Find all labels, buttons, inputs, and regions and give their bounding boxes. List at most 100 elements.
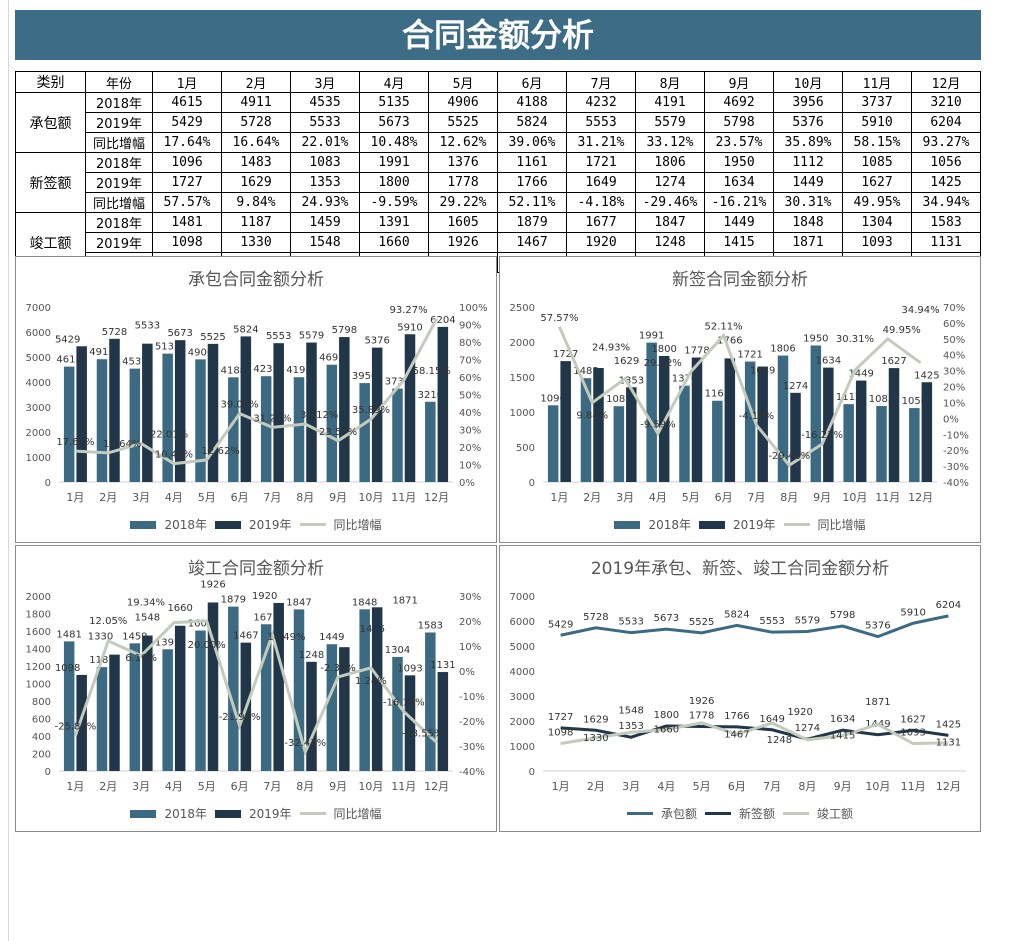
value-cell[interactable]: 1085 [842, 152, 912, 173]
value-cell[interactable]: 4188 [497, 92, 567, 113]
value-cell[interactable]: 3210 [911, 92, 981, 113]
value-cell[interactable]: 1098 [152, 232, 222, 253]
value-cell[interactable]: 5429 [152, 112, 222, 133]
value-cell[interactable]: 1991 [359, 152, 429, 173]
value-cell[interactable]: 35.89% [773, 132, 843, 153]
value-cell[interactable]: 57.57% [152, 192, 222, 213]
chart-panel-completed[interactable]: 竣工合同金额分析 0 200 400 600 800 1000 1200 1400 1600 180… [15, 545, 497, 832]
value-cell[interactable]: 1627 [842, 172, 912, 193]
value-cell[interactable]: 1848 [773, 212, 843, 233]
value-cell[interactable]: 1583 [911, 212, 981, 233]
value-cell[interactable]: 12.62% [428, 132, 498, 153]
value-cell[interactable]: 1660 [359, 232, 429, 253]
value-cell[interactable]: 1096 [152, 152, 222, 173]
value-cell[interactable]: 1483 [221, 152, 291, 173]
value-cell[interactable]: 58.15% [842, 132, 912, 153]
value-cell[interactable]: 3737 [842, 92, 912, 113]
value-cell[interactable]: 1926 [428, 232, 498, 253]
value-cell[interactable]: 1481 [152, 212, 222, 233]
value-cell[interactable]: 1649 [566, 172, 636, 193]
value-cell[interactable]: 31.21% [566, 132, 636, 153]
value-cell[interactable]: 1800 [359, 172, 429, 193]
value-cell[interactable]: 4906 [428, 92, 498, 113]
value-cell[interactable]: 1634 [704, 172, 774, 193]
value-cell[interactable]: 49.95% [842, 192, 912, 213]
value-cell[interactable]: 33.12% [635, 132, 705, 153]
value-cell[interactable]: 1449 [704, 212, 774, 233]
value-cell[interactable]: 1721 [566, 152, 636, 173]
value-cell[interactable]: 10.48% [359, 132, 429, 153]
value-cell[interactable]: -4.18% [566, 192, 636, 213]
value-cell[interactable]: 1112 [773, 152, 843, 173]
value-cell[interactable]: 1425 [911, 172, 981, 193]
chart-panel-contract[interactable]: 承包合同金额分析 0 1000 2000 3000 4000 5000 6000 7000 0% 1… [15, 256, 497, 543]
value-cell[interactable]: -9.59% [359, 192, 429, 213]
value-cell[interactable]: 1677 [566, 212, 636, 233]
value-cell[interactable]: 3956 [773, 92, 843, 113]
value-cell[interactable]: 1459 [290, 212, 360, 233]
value-cell[interactable]: 9.84% [221, 192, 291, 213]
value-cell[interactable]: 1806 [635, 152, 705, 173]
value-cell[interactable]: 4232 [566, 92, 636, 113]
value-cell[interactable]: 1605 [428, 212, 498, 233]
value-cell[interactable]: -29.46% [635, 192, 705, 213]
value-cell[interactable]: 5910 [842, 112, 912, 133]
value-cell[interactable]: 93.27% [911, 132, 981, 153]
value-cell[interactable]: 1083 [290, 152, 360, 173]
value-cell[interactable]: 1629 [221, 172, 291, 193]
value-cell[interactable]: 16.64% [221, 132, 291, 153]
value-cell[interactable]: 6204 [911, 112, 981, 133]
value-cell[interactable]: 1274 [635, 172, 705, 193]
value-cell[interactable]: 1449 [773, 172, 843, 193]
value-cell[interactable]: 39.06% [497, 132, 567, 153]
value-cell[interactable]: 5824 [497, 112, 567, 133]
value-cell[interactable]: 34.94% [911, 192, 981, 213]
value-cell[interactable]: 1248 [635, 232, 705, 253]
value-cell[interactable]: 1093 [842, 232, 912, 253]
value-cell[interactable]: 1161 [497, 152, 567, 173]
value-cell[interactable]: 1304 [842, 212, 912, 233]
value-cell[interactable]: 1727 [152, 172, 222, 193]
chart-panel-2019-comparison[interactable]: 2019年承包、新签、竣工合同金额分析 0 1000 2000 3000 4000 5000… [499, 545, 981, 832]
value-cell[interactable]: 5673 [359, 112, 429, 133]
value-cell[interactable]: 1353 [290, 172, 360, 193]
value-cell[interactable]: 1391 [359, 212, 429, 233]
value-cell[interactable]: 1056 [911, 152, 981, 173]
value-cell[interactable]: 5376 [773, 112, 843, 133]
value-cell[interactable]: 5728 [221, 112, 291, 133]
value-cell[interactable]: 17.64% [152, 132, 222, 153]
value-cell[interactable]: 1330 [221, 232, 291, 253]
value-cell[interactable]: 1871 [773, 232, 843, 253]
value-cell[interactable]: 30.31% [773, 192, 843, 213]
value-cell[interactable]: 1467 [497, 232, 567, 253]
value-cell[interactable]: 1187 [221, 212, 291, 233]
value-cell[interactable]: 5525 [428, 112, 498, 133]
value-cell[interactable]: 1376 [428, 152, 498, 173]
value-cell[interactable]: 1548 [290, 232, 360, 253]
value-cell[interactable]: 52.11% [497, 192, 567, 213]
value-cell[interactable]: 22.01% [290, 132, 360, 153]
value-cell[interactable]: 4692 [704, 92, 774, 113]
value-cell[interactable]: 5579 [635, 112, 705, 133]
value-cell[interactable]: 1415 [704, 232, 774, 253]
value-cell[interactable]: 1847 [635, 212, 705, 233]
value-cell[interactable]: 5798 [704, 112, 774, 133]
value-cell[interactable]: 1950 [704, 152, 774, 173]
value-cell[interactable]: 1920 [566, 232, 636, 253]
value-cell[interactable]: -16.21% [704, 192, 774, 213]
value-cell[interactable]: 1131 [911, 232, 981, 253]
value-cell[interactable]: 4535 [290, 92, 360, 113]
value-cell[interactable]: 1766 [497, 172, 567, 193]
value-cell[interactable]: 1778 [428, 172, 498, 193]
value-cell[interactable]: 5533 [290, 112, 360, 133]
value-cell[interactable]: 4615 [152, 92, 222, 113]
value-cell[interactable]: 4191 [635, 92, 705, 113]
value-cell[interactable]: 24.93% [290, 192, 360, 213]
value-cell[interactable]: 1879 [497, 212, 567, 233]
value-cell[interactable]: 4911 [221, 92, 291, 113]
value-cell[interactable]: 29.22% [428, 192, 498, 213]
chart-panel-new-signed[interactable]: 新签合同金额分析 0 500 1000 1500 2000 2500 -40% -30% -20%… [499, 256, 981, 543]
value-cell[interactable]: 5553 [566, 112, 636, 133]
value-cell[interactable]: 23.57% [704, 132, 774, 153]
value-cell[interactable]: 5135 [359, 92, 429, 113]
